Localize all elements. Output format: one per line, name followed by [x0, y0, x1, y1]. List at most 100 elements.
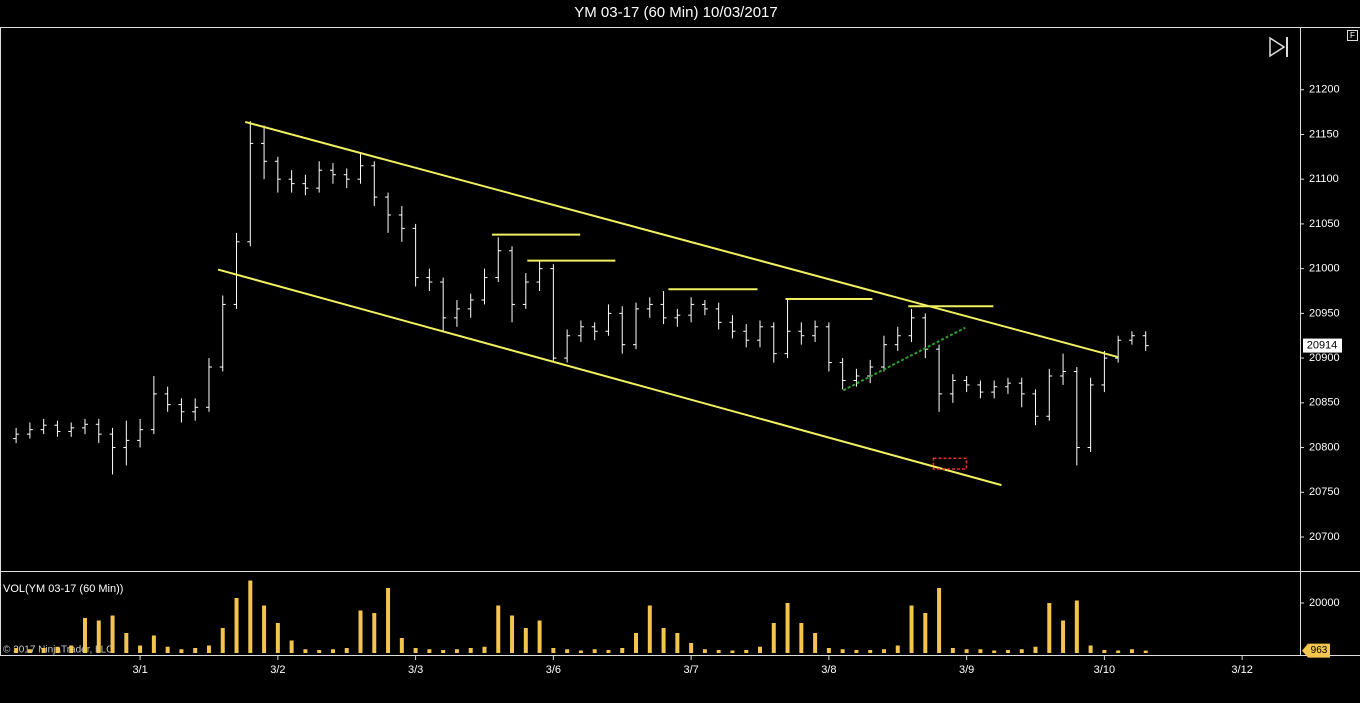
f-button-label[interactable]: F — [1350, 31, 1355, 40]
volume-bar — [69, 645, 74, 653]
volume-bar — [399, 638, 404, 653]
volume-bar — [702, 649, 707, 653]
volume-bar — [496, 605, 501, 653]
volume-bar — [647, 605, 652, 653]
volume-bar — [482, 646, 487, 653]
trend-line — [842, 326, 966, 392]
f-button[interactable] — [1347, 30, 1358, 41]
play-button[interactable] — [1269, 36, 1288, 58]
volume-bar — [895, 645, 900, 653]
volume-bar — [661, 628, 666, 653]
volume-bar — [206, 645, 211, 653]
volume-bar — [1033, 646, 1038, 653]
volume-bar — [785, 603, 790, 653]
volume-bar — [689, 643, 694, 653]
volume-bar — [441, 650, 446, 653]
x-tick-label: 3/10 — [1094, 664, 1115, 676]
volume-bar — [771, 623, 776, 653]
volume-bar — [193, 648, 198, 653]
volume-bar — [1116, 650, 1121, 653]
volume-bar — [565, 649, 570, 653]
volume-bar — [275, 623, 280, 653]
volume-bar — [840, 649, 845, 653]
volume-bar — [937, 588, 942, 653]
x-tick-label: 3/6 — [546, 664, 561, 676]
y-tick-label: 20000 — [1309, 597, 1340, 609]
volume-bar — [716, 650, 721, 653]
last-volume-box — [1302, 643, 1330, 658]
volume-bar — [55, 646, 60, 653]
volume-bar — [151, 635, 156, 653]
trend-line — [217, 268, 1002, 487]
volume-title: VOL(YM 03-17 (60 Min)) — [3, 583, 123, 595]
volume-bar — [165, 646, 170, 653]
volume-bar — [248, 580, 253, 653]
volume-bar — [510, 615, 515, 653]
volume-bar — [330, 649, 335, 653]
volume-bar — [262, 605, 267, 653]
y-tick-label: 21150 — [1309, 128, 1339, 140]
y-tick-label: 20850 — [1309, 397, 1340, 409]
volume-bar — [868, 650, 873, 653]
y-tick-label: 21050 — [1309, 218, 1340, 230]
volume-bar — [468, 648, 473, 653]
x-tick-label: 3/7 — [683, 664, 698, 676]
volume-bar — [978, 649, 983, 653]
volume-bar — [1005, 650, 1010, 653]
volume-bar — [220, 628, 225, 653]
volume-bar — [303, 649, 308, 653]
y-tick-label: 20900 — [1309, 352, 1340, 364]
volume-bar — [179, 649, 184, 653]
volume-bar — [82, 618, 87, 653]
volume-bar — [138, 645, 143, 653]
volume-bar — [634, 633, 639, 653]
last-price-label: 20914 — [1307, 339, 1338, 351]
y-tick-label: 21100 — [1309, 173, 1339, 185]
volume-bar — [27, 649, 32, 653]
x-tick-label: 3/8 — [821, 664, 836, 676]
volume-bar — [757, 646, 762, 653]
volume-bar — [344, 648, 349, 653]
volume-bar — [1129, 649, 1134, 653]
volume-bar — [1061, 620, 1066, 653]
x-tick-label: 3/9 — [959, 664, 974, 676]
volume-bar — [813, 633, 818, 653]
volume-bar — [744, 650, 749, 653]
volume-bar — [1102, 650, 1107, 653]
volume-bar — [799, 623, 804, 653]
volume-bar — [41, 648, 46, 653]
volume-bar — [592, 649, 597, 653]
volume-bar — [1019, 649, 1024, 653]
volume-bar — [675, 633, 680, 653]
volume-bar — [730, 650, 735, 653]
chart-title: YM 03-17 (60 Min) 10/03/2017 — [574, 4, 777, 21]
volume-bar — [289, 640, 294, 653]
volume-bar — [124, 633, 129, 653]
play-icon[interactable] — [1269, 36, 1286, 58]
volume-bar — [950, 648, 955, 653]
volume-bar — [881, 649, 886, 653]
volume-bar — [1074, 600, 1079, 653]
y-tick-label: 21000 — [1309, 263, 1340, 275]
volume-bar — [110, 615, 115, 653]
volume-bar — [413, 648, 418, 653]
marker-box — [932, 457, 968, 470]
x-tick-label: 3/3 — [408, 664, 423, 676]
volume-bar — [96, 620, 101, 653]
volume-bar — [234, 598, 239, 653]
volume-bar — [551, 648, 556, 653]
trend-line — [244, 120, 1119, 359]
volume-bar — [317, 650, 322, 653]
volume-bar — [386, 588, 391, 653]
volume-bar — [1143, 650, 1148, 653]
volume-bar — [909, 605, 914, 653]
volume-bar — [964, 649, 969, 653]
y-tick-label: 21200 — [1309, 84, 1340, 96]
volume-bar — [923, 613, 928, 653]
volume-bar — [14, 648, 19, 653]
volume-bar — [826, 648, 831, 653]
volume-bar — [620, 648, 625, 653]
volume-bar — [606, 650, 611, 653]
